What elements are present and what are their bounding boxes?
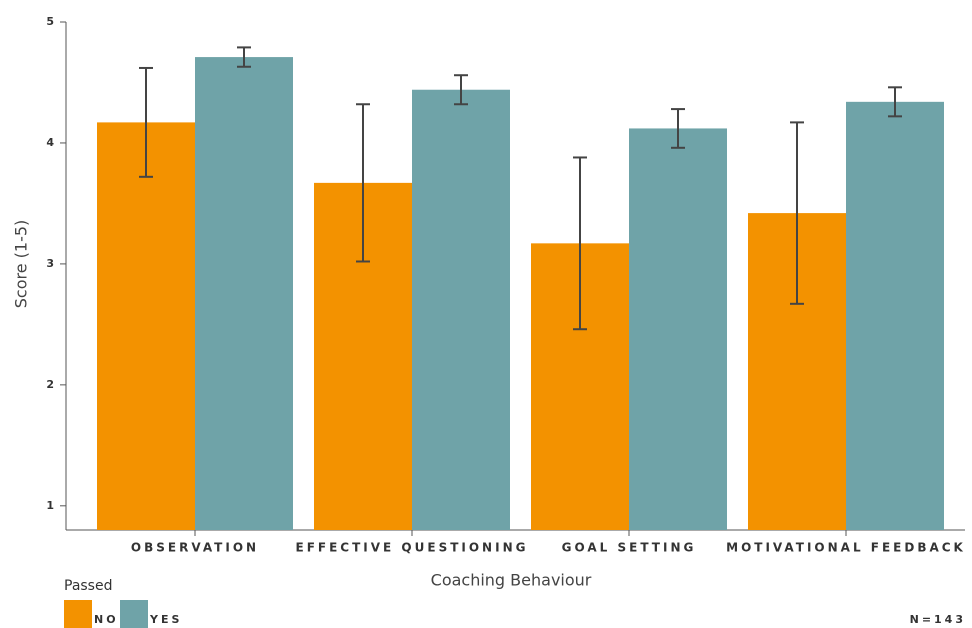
error-bar (790, 121, 804, 305)
bar (629, 128, 727, 530)
error-bar (671, 108, 685, 149)
legend-swatch (120, 600, 148, 628)
note: N=143 (910, 613, 966, 626)
y-axis-label: Score (1-5) (12, 220, 31, 309)
bar (412, 89, 510, 530)
y-tick-label: 1 (46, 499, 54, 512)
x-tick-label: OBSERVATION (131, 541, 259, 555)
error-bar (356, 103, 370, 263)
legend-label: NO (94, 613, 119, 626)
error-bar (573, 156, 587, 331)
error-bar (454, 74, 468, 106)
y-tick-label: 3 (46, 257, 54, 270)
legend-label: YES (149, 613, 182, 626)
bar (97, 122, 195, 530)
y-tick-label: 5 (46, 15, 54, 28)
error-bar (237, 46, 251, 68)
error-bar (139, 66, 153, 178)
legend-title: Passed (64, 578, 112, 594)
error-bar (888, 86, 902, 118)
y-tick-label: 4 (46, 136, 54, 149)
y-tick-label: 2 (46, 378, 54, 391)
x-axis-label: Coaching Behaviour (431, 571, 592, 590)
x-tick-label: EFFECTIVE QUESTIONING (296, 541, 529, 555)
bar (195, 57, 293, 530)
legend-swatch (64, 600, 92, 628)
x-tick-label: GOAL SETTING (562, 541, 697, 555)
bar (846, 101, 944, 530)
x-tick-label: MOTIVATIONAL FEEDBACK (726, 541, 966, 555)
